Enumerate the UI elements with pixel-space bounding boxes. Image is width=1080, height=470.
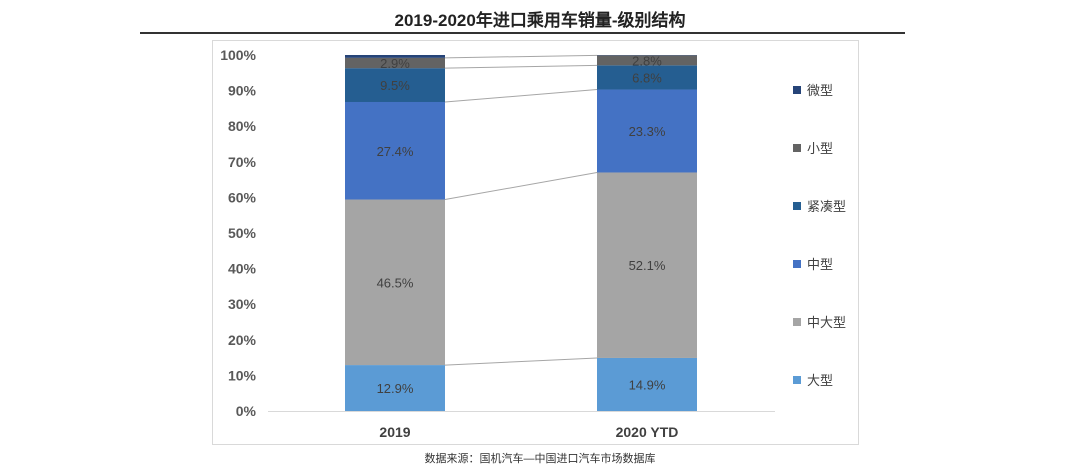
bar-segment xyxy=(597,55,697,66)
title-underline xyxy=(140,32,905,34)
series-connector-line xyxy=(444,64,598,69)
data-label: 14.9% xyxy=(629,377,666,392)
x-tick-label: 2019 xyxy=(379,424,410,440)
x-tick-label: 2020 YTD xyxy=(616,424,679,440)
bar-segment xyxy=(345,68,445,102)
data-label: 52.1% xyxy=(629,258,666,273)
data-label: 46.5% xyxy=(377,275,414,290)
legend-swatch xyxy=(793,260,801,268)
y-tick-label: 90% xyxy=(228,83,257,99)
legend-label: 大型 xyxy=(807,373,833,388)
stacked-bar-chart: 0% 10% 20% 30% 40% 50% 60% 70% 80% 90% 100% 12.9% 46… xyxy=(220,47,846,440)
legend-label: 微型 xyxy=(807,83,833,98)
legend-label: 小型 xyxy=(807,141,833,156)
series-connector-line xyxy=(444,89,598,103)
data-label: 6.8% xyxy=(632,70,662,85)
legend-swatch xyxy=(793,144,801,152)
data-source-note: 数据来源：国机汽车—中国进口汽车市场数据库 xyxy=(424,453,656,465)
y-tick-label: 30% xyxy=(228,296,257,312)
legend-swatch xyxy=(793,318,801,326)
bar-segment xyxy=(345,55,445,58)
y-tick-label: 60% xyxy=(228,189,257,205)
y-tick-label: 70% xyxy=(228,154,257,170)
data-label: 27.4% xyxy=(377,144,414,159)
legend-swatch xyxy=(793,376,801,384)
legend-swatch xyxy=(793,86,801,94)
data-label: 12.9% xyxy=(377,381,414,396)
data-label: 9.5% xyxy=(380,78,410,93)
bar-segment xyxy=(345,199,445,366)
series-connector-line xyxy=(444,54,598,59)
legend-label: 紧凑型 xyxy=(807,199,846,214)
series-connector-line xyxy=(444,357,598,366)
data-label: 23.3% xyxy=(629,124,666,139)
bar-segment xyxy=(597,172,697,358)
y-tick-label: 0% xyxy=(236,403,257,419)
series-connector-line xyxy=(444,171,598,201)
chart-area: 0% 10% 20% 30% 40% 50% 60% 70% 80% 90% 100% 12.9% 46… xyxy=(212,40,859,445)
y-tick-label: 20% xyxy=(228,332,257,348)
y-tick-label: 100% xyxy=(220,47,256,63)
bar-segment xyxy=(345,365,445,411)
bar-segment xyxy=(345,101,445,200)
bar-segment xyxy=(597,89,697,173)
y-tick-label: 10% xyxy=(228,367,257,383)
legend-label: 中型 xyxy=(807,257,833,272)
data-label: 2.9% xyxy=(380,56,410,71)
y-tick-label: 50% xyxy=(228,225,257,241)
bar-segment xyxy=(597,65,697,90)
legend-label: 中大型 xyxy=(807,315,846,330)
bar-segment xyxy=(597,357,697,411)
y-tick-label: 40% xyxy=(228,261,257,277)
chart-title: 2019-2020年进口乘用车销量-级别结构 xyxy=(394,11,686,30)
bar-segment xyxy=(345,57,445,69)
y-tick-label: 80% xyxy=(228,118,257,134)
data-label: 2.8% xyxy=(632,53,662,68)
legend-swatch xyxy=(793,202,801,210)
